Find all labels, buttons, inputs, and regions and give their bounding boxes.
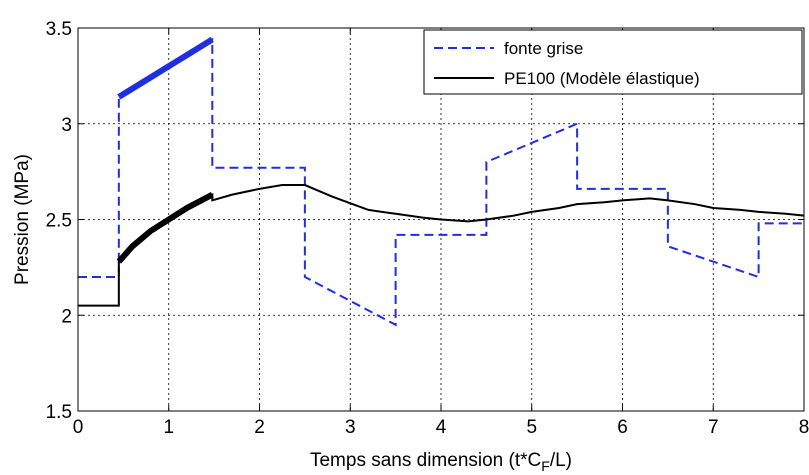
x-axis-label-main: Temps sans dimension (t*C [310, 450, 541, 471]
x-tick-label: 6 [617, 417, 628, 438]
x-tick-label: 2 [254, 417, 265, 438]
x-axis-label: Temps sans dimension (t*CF/L) [310, 450, 572, 474]
x-axis-label-subscript: F [541, 458, 550, 474]
x-axis-label-end: /L) [550, 450, 572, 471]
legend: fonte grise PE100 (Modèle élastique) [423, 29, 803, 95]
x-tick-label: 8 [799, 417, 809, 438]
x-tick-label: 3 [345, 417, 356, 438]
y-tick-label: 1.5 [46, 402, 72, 423]
x-tick-label: 1 [163, 417, 174, 438]
y-tick-label: 3 [61, 115, 72, 136]
y-tick-label: 2 [61, 306, 72, 327]
y-axis-label: Pression (MPa) [12, 154, 33, 285]
y-tick-label: 2.5 [46, 211, 72, 232]
x-tick-label: 0 [73, 417, 84, 438]
x-tick-label: 7 [708, 417, 719, 438]
y-tick-label: 3.5 [46, 19, 72, 40]
legend-label-fonte-grise: fonte grise [504, 39, 583, 58]
series-layer [78, 36, 805, 327]
x-tick-label: 5 [526, 417, 537, 438]
legend-box [423, 29, 803, 95]
legend-label-pe100: PE100 (Modèle élastique) [504, 69, 700, 88]
x-tick-label: 4 [436, 417, 447, 438]
series-highlight-1 [116, 191, 214, 264]
series-highlight-0 [117, 36, 214, 100]
